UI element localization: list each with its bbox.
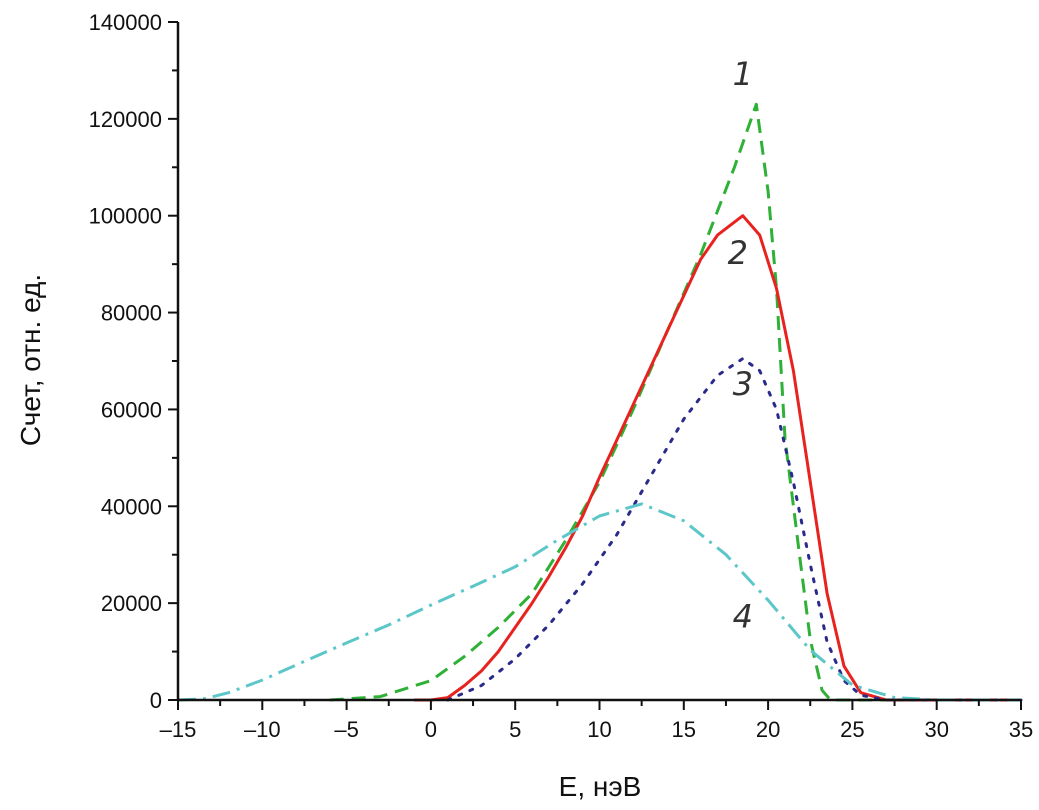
x-tick-label: 25 <box>840 717 864 742</box>
x-tick-label: 35 <box>1009 717 1033 742</box>
x-tick-label: 0 <box>425 717 437 742</box>
curve-label-4: 4 <box>733 597 753 635</box>
series-1-line <box>329 102 1021 702</box>
x-tick-label: –15 <box>160 717 197 742</box>
y-tick-label: 0 <box>150 688 162 713</box>
curve-labels: 1 2 3 4 <box>728 55 753 635</box>
series-3-line <box>446 357 1023 702</box>
x-tick-label: 5 <box>509 717 521 742</box>
x-tick-label: 20 <box>756 717 780 742</box>
series-2-line <box>414 214 1021 702</box>
series-4-line <box>177 502 1021 702</box>
curve-label-3: 3 <box>733 365 753 403</box>
y-tick-label: 20000 <box>101 591 162 616</box>
curve-label-2: 2 <box>728 234 748 272</box>
x-tick-label: 30 <box>924 717 948 742</box>
axes: –15 –10 –5 0 5 10 15 20 25 30 35 0 20000 40000 60000 80… <box>89 10 1034 742</box>
x-tick-label: –5 <box>334 717 358 742</box>
y-tick-label: 140000 <box>89 10 162 35</box>
curves <box>177 102 1023 702</box>
x-tick-label: 15 <box>672 717 696 742</box>
y-tick-label: 80000 <box>101 301 162 326</box>
x-tick-label: 10 <box>587 717 611 742</box>
x-axis-label: E, нэВ <box>559 771 642 802</box>
y-tick-label: 40000 <box>101 494 162 519</box>
y-tick-label: 100000 <box>89 204 162 229</box>
y-tick-label: 60000 <box>101 397 162 422</box>
y-tick-label: 120000 <box>89 107 162 132</box>
y-axis-label: Счет, отн. ед. <box>15 274 46 446</box>
curve-label-1: 1 <box>733 55 753 93</box>
x-tick-label: –10 <box>244 717 281 742</box>
